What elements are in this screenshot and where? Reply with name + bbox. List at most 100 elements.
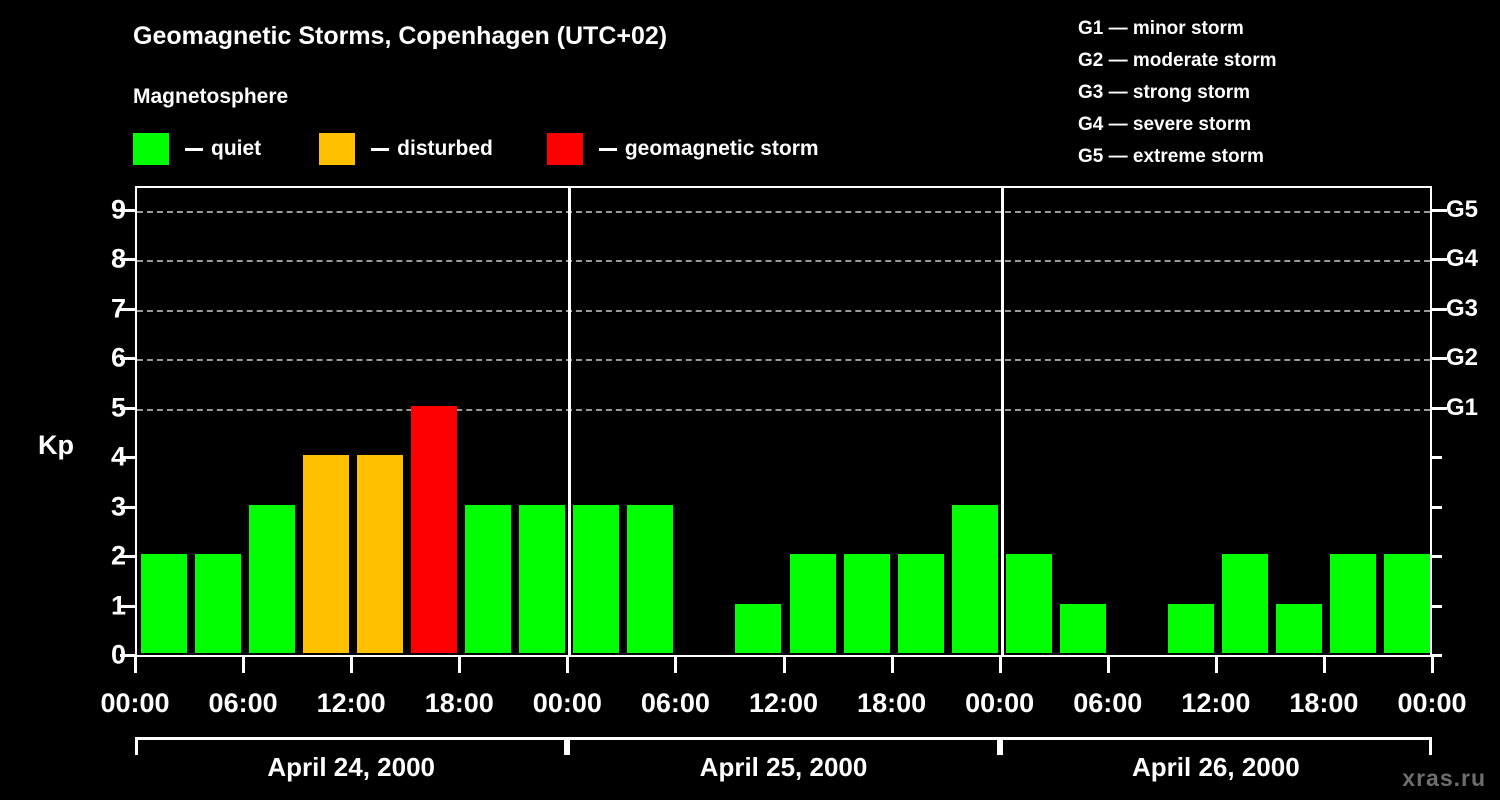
bar[interactable] (1275, 603, 1322, 653)
bar[interactable] (357, 455, 404, 653)
bar[interactable] (735, 603, 782, 653)
day-divider (1000, 188, 1004, 655)
x-tick (350, 657, 354, 673)
x-tick (566, 657, 570, 673)
activity-legend: quiet disturbed geomagnetic storm (133, 133, 819, 165)
day-bracket (567, 737, 1000, 755)
g-scale-tick (1432, 208, 1447, 212)
bar[interactable] (303, 455, 350, 653)
plot-area (135, 186, 1432, 657)
g-scale-tick-label: G5 (1446, 195, 1479, 223)
x-tick-label: 18:00 (857, 688, 927, 718)
legend-label: quiet (211, 137, 262, 160)
g-legend-line: G2 — moderate storm (1078, 50, 1277, 71)
legend-item-disturbed[interactable]: disturbed (319, 133, 493, 165)
bar[interactable] (1383, 554, 1430, 653)
bar[interactable] (1329, 554, 1376, 653)
g-legend-line: G1 — minor storm (1078, 18, 1244, 39)
bar[interactable] (951, 504, 998, 653)
y-axis-title: Kp (38, 430, 74, 460)
bar[interactable] (789, 554, 836, 653)
g-scale-tick-label: G1 (1446, 393, 1479, 421)
bar[interactable] (627, 504, 674, 653)
x-tick-label: 00:00 (965, 688, 1035, 718)
x-tick-label: 12:00 (316, 688, 386, 718)
bar[interactable] (1005, 554, 1052, 653)
y-tick-label: 4 (110, 441, 126, 472)
bar[interactable] (141, 554, 188, 653)
x-tick-label: 12:00 (748, 688, 819, 718)
x-tick-label: 18:00 (424, 688, 494, 718)
y-tick-label: 8 (110, 243, 126, 274)
plot-inner (137, 188, 1430, 655)
x-tick (134, 657, 137, 673)
y-tick (120, 258, 135, 262)
y-tick (120, 406, 135, 410)
legend-item-quiet[interactable]: quiet (133, 133, 261, 165)
bar[interactable] (465, 504, 512, 653)
x-tick (242, 657, 246, 673)
y-tick (120, 654, 135, 657)
legend-label: geomagnetic storm (624, 137, 819, 160)
x-tick-label: 00:00 (532, 688, 602, 718)
x-tick (1431, 657, 1434, 673)
right-axis-minor-tick (1432, 604, 1442, 608)
legend-swatch-icon (546, 133, 583, 165)
y-tick (120, 456, 135, 460)
y-tick (120, 357, 135, 361)
right-axis-minor-tick (1432, 456, 1442, 460)
gridline-kp-9 (137, 210, 1430, 213)
x-tick (998, 657, 1002, 673)
y-tick-label: 1 (110, 590, 126, 621)
x-tick (1106, 657, 1110, 673)
g-scale-tick (1432, 357, 1447, 361)
y-tick (120, 555, 135, 559)
legend-dash-icon (371, 147, 390, 151)
legend-item-geomagnetic-storm[interactable]: geomagnetic storm (546, 133, 819, 165)
legend-swatch-icon (319, 133, 356, 165)
x-tick (890, 657, 894, 673)
g-legend-line: G4 — severe storm (1078, 114, 1252, 135)
y-tick-label: 6 (110, 342, 126, 373)
y-tick (120, 604, 135, 608)
x-tick (674, 657, 678, 673)
bar[interactable] (411, 405, 458, 653)
g-legend-line: G5 — extreme storm (1078, 146, 1264, 167)
bar[interactable] (573, 504, 620, 653)
y-tick (120, 505, 135, 509)
day-label: April 25, 2000 (699, 752, 868, 782)
y-tick-label: 7 (110, 293, 126, 324)
page-title: Geomagnetic Storms, Copenhagen (UTC+02) (133, 22, 668, 50)
day-label: April 24, 2000 (267, 752, 435, 782)
gridline-kp-8 (137, 260, 1430, 263)
legend-dash-icon (598, 147, 617, 151)
bar[interactable] (843, 554, 890, 653)
bar[interactable] (195, 554, 242, 653)
g-scale-tick-label: G4 (1446, 245, 1479, 273)
g-scale-tick-label: G3 (1446, 294, 1479, 322)
bar[interactable] (1167, 603, 1214, 653)
gridline-kp-5 (137, 408, 1430, 411)
bar[interactable] (897, 554, 944, 653)
x-tick (458, 657, 462, 673)
y-tick (120, 307, 135, 311)
y-tick-label: 5 (110, 392, 126, 423)
legend-dash-icon (185, 147, 203, 151)
x-tick (782, 657, 786, 673)
watermark: xras.ru (1402, 765, 1486, 791)
y-tick (120, 208, 135, 212)
gridline-kp-7 (137, 309, 1430, 312)
right-axis-minor-tick (1432, 555, 1442, 559)
bar[interactable] (1221, 554, 1268, 653)
x-tick (1214, 657, 1218, 673)
day-divider (568, 188, 572, 655)
bar[interactable] (249, 504, 296, 653)
y-tick-label: 0 (110, 639, 126, 670)
bar[interactable] (519, 504, 566, 653)
x-tick-label: 00:00 (1397, 688, 1467, 718)
x-tick-label: 00:00 (100, 688, 170, 718)
y-tick-label: 3 (110, 491, 126, 522)
day-bracket (135, 737, 568, 755)
bar[interactable] (1059, 603, 1106, 653)
